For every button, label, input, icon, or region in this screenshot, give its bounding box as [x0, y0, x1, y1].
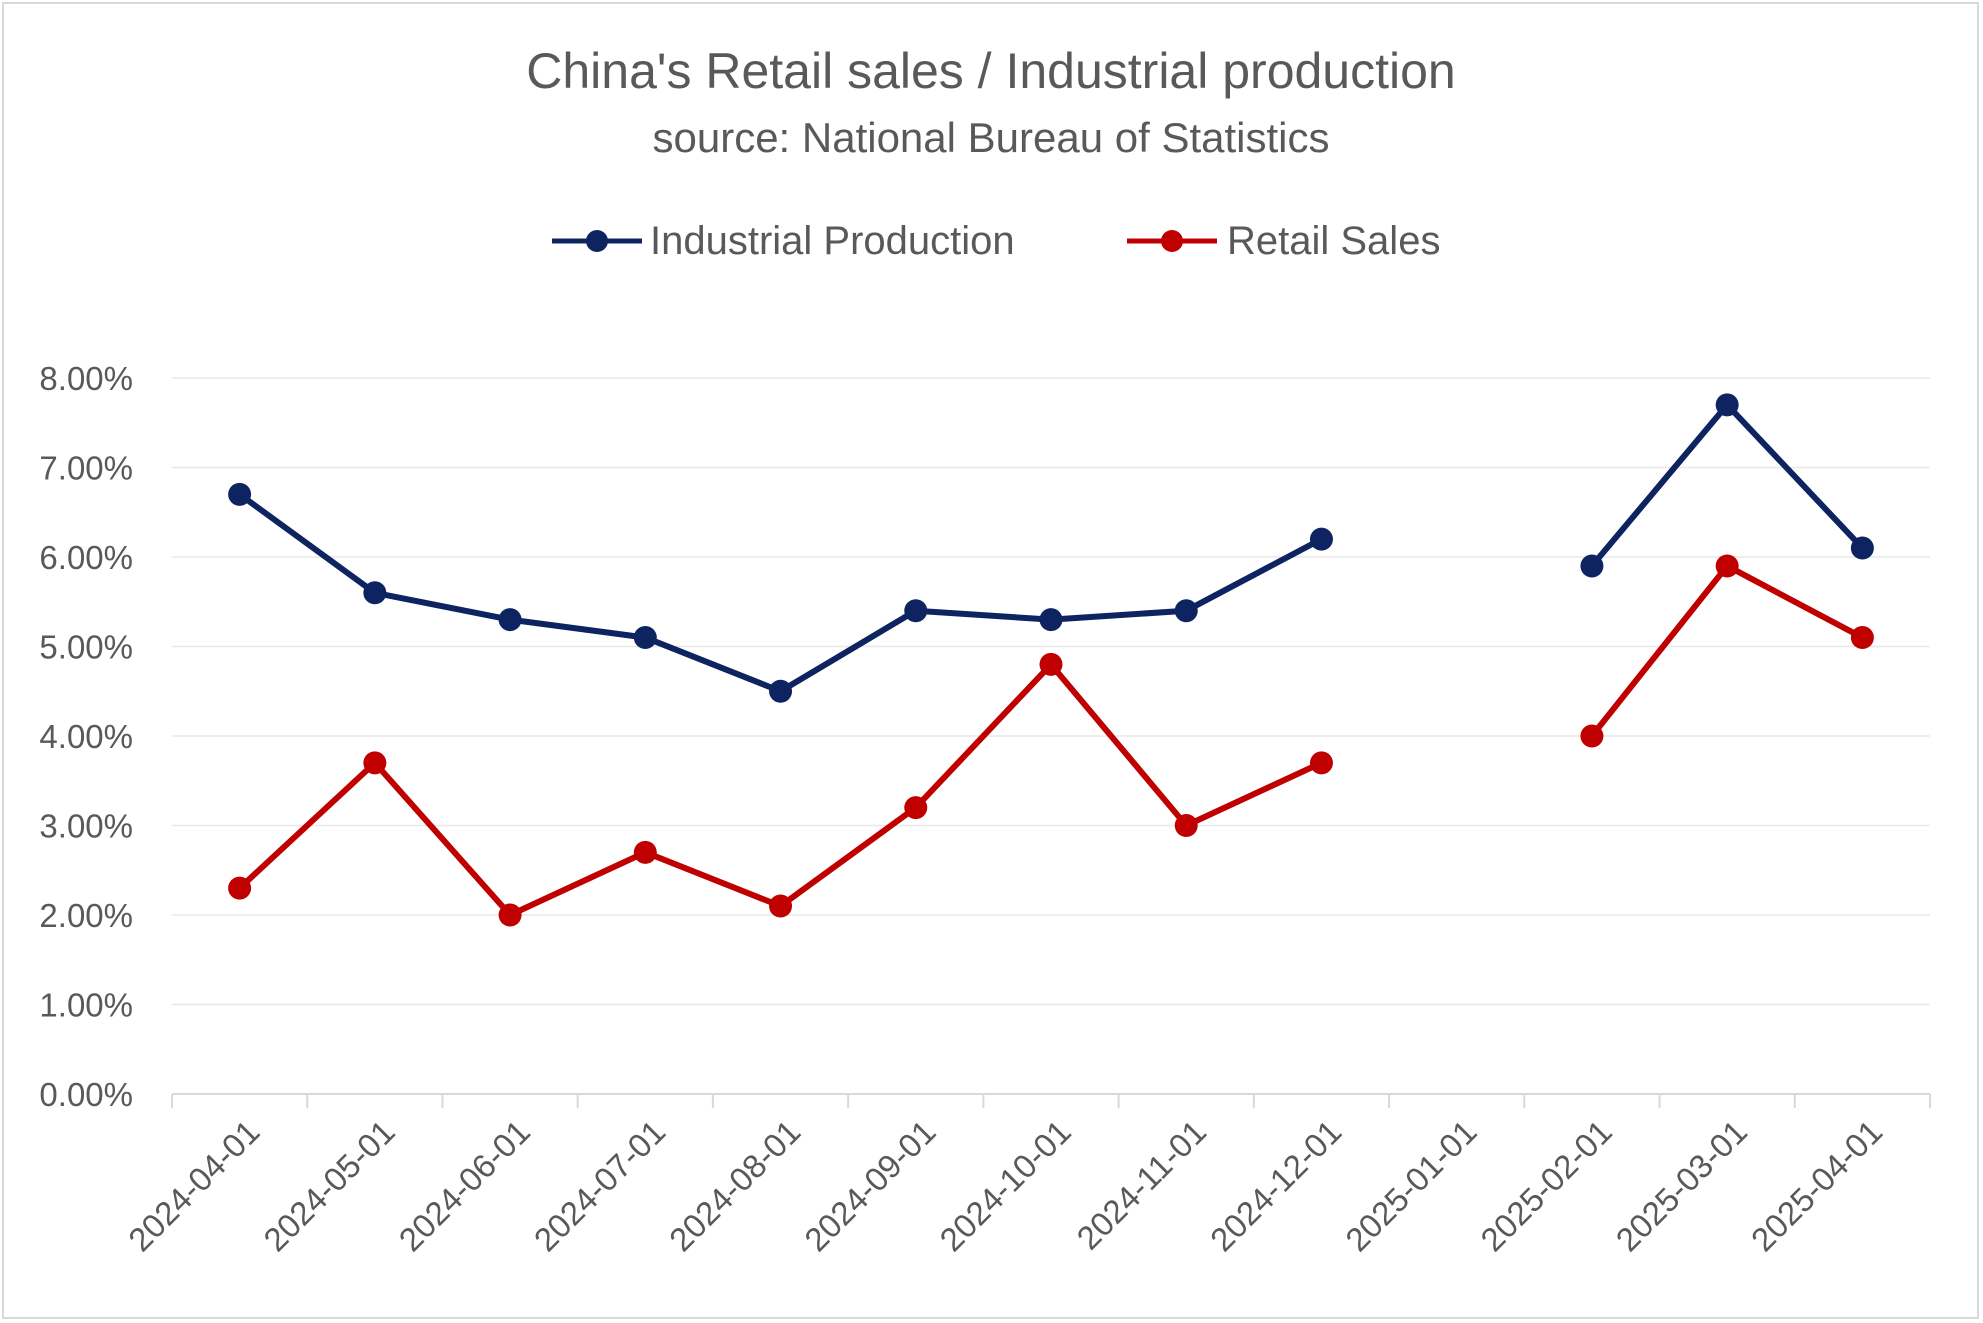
data-point-industrial-production — [769, 679, 793, 703]
data-point-industrial-production — [363, 581, 387, 605]
y-tick-label: 3.00% — [39, 808, 133, 845]
data-point-industrial-production — [904, 599, 928, 623]
data-point-industrial-production — [1039, 608, 1063, 632]
legend-label-industrial-production: Industrial Production — [650, 219, 1015, 263]
x-tick-label: 2025-03-01 — [1609, 1113, 1755, 1259]
series-line-industrial-production — [237, 491, 1323, 695]
data-point-retail-sales — [1580, 724, 1604, 748]
data-point-retail-sales — [904, 796, 928, 820]
y-tick-label: 6.00% — [39, 539, 133, 576]
data-point-industrial-production — [1850, 536, 1874, 560]
y-tick-label: 7.00% — [39, 450, 133, 487]
x-tick-label: 2024-07-01 — [527, 1113, 673, 1259]
y-tick-label: 4.00% — [39, 718, 133, 755]
data-point-industrial-production — [1715, 393, 1739, 417]
data-point-retail-sales — [1309, 751, 1333, 775]
y-axis-ticks: 0.00% 1.00% 2.00% 3.00% 4.00% 5.00% 6.00% 7.00%… — [39, 360, 133, 1113]
data-point-retail-sales — [228, 876, 252, 900]
x-tick-label: 2024-08-01 — [662, 1113, 808, 1259]
chart-subtitle: source: National Bureau of Statistics — [652, 114, 1329, 161]
y-tick-label: 0.00% — [39, 1076, 133, 1113]
data-point-retail-sales — [769, 894, 793, 918]
series-line-retail-sales — [1589, 562, 1864, 738]
data-point-retail-sales — [1039, 652, 1063, 676]
x-tick-label: 2025-01-01 — [1338, 1113, 1484, 1259]
y-tick-label: 2.00% — [39, 897, 133, 934]
data-point-industrial-production — [1309, 527, 1333, 551]
x-tick-label: 2024-05-01 — [256, 1113, 402, 1259]
x-tick-label: 2024-10-01 — [932, 1113, 1078, 1259]
data-point-industrial-production — [633, 626, 657, 650]
legend-label-retail-sales: Retail Sales — [1227, 219, 1440, 263]
data-point-industrial-production — [228, 482, 252, 506]
x-tick-label: 2024-09-01 — [797, 1113, 943, 1259]
legend-marker-retail-sales — [1161, 230, 1183, 252]
data-point-industrial-production — [1580, 554, 1604, 578]
data-point-industrial-production — [1174, 599, 1198, 623]
x-tick-label: 2025-02-01 — [1473, 1113, 1619, 1259]
x-tick-label: 2024-06-01 — [391, 1113, 537, 1259]
data-point-industrial-production — [498, 608, 522, 632]
legend-marker-industrial-production — [586, 230, 608, 252]
chart-title: China's Retail sales / Industrial produc… — [526, 43, 1455, 99]
data-point-retail-sales — [1850, 626, 1874, 650]
y-tick-label: 5.00% — [39, 629, 133, 666]
x-tick-label: 2024-04-01 — [121, 1113, 267, 1259]
data-point-retail-sales — [498, 903, 522, 927]
gridlines — [172, 377, 1930, 1006]
data-point-retail-sales — [363, 751, 387, 775]
series-group — [228, 393, 1874, 927]
x-axis: 2024-04-012024-05-012024-06-012024-07-01… — [121, 1093, 1931, 1259]
data-point-retail-sales — [633, 840, 657, 864]
series-line-industrial-production — [1589, 401, 1865, 568]
x-tick-label: 2024-11-01 — [1069, 1113, 1213, 1257]
y-tick-label: 8.00% — [39, 360, 133, 397]
x-tick-label: 2025-04-01 — [1744, 1113, 1890, 1259]
x-tick-label: 2024-12-01 — [1203, 1113, 1349, 1259]
legend: Industrial Production Retail Sales — [552, 219, 1440, 263]
data-point-retail-sales — [1715, 554, 1739, 578]
data-point-retail-sales — [1174, 814, 1198, 837]
y-tick-label: 1.00% — [39, 987, 133, 1024]
